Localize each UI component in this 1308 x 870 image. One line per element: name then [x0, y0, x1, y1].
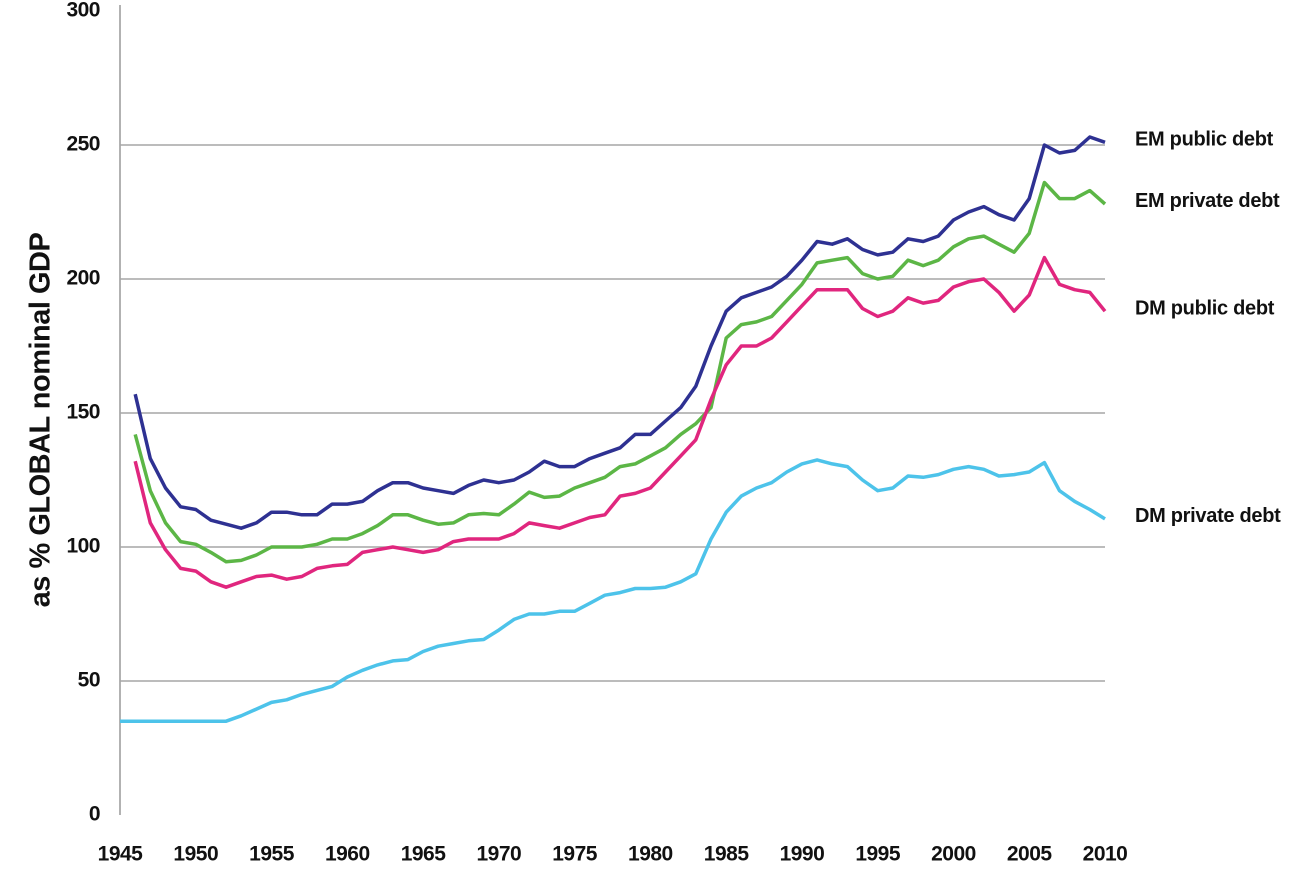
series-line [133, 255, 1107, 589]
x-tick-label: 2010 [1083, 843, 1128, 866]
series-line [133, 180, 1107, 564]
y-tick-label: 150 [66, 401, 100, 424]
y-tick-label: 50 [78, 669, 100, 692]
x-tick-label: 1955 [249, 843, 295, 866]
y-tick-label: 0 [89, 803, 100, 826]
series-line [120, 458, 1106, 723]
x-tick-label: 1965 [401, 843, 447, 866]
x-tick-label: 1950 [173, 843, 218, 866]
y-tick-label: 200 [66, 267, 100, 290]
x-tick-label: 1990 [780, 843, 825, 866]
x-tick-label: 1945 [98, 843, 144, 866]
y-tick-label: 100 [66, 535, 100, 558]
x-tick-label: 1970 [476, 843, 521, 866]
x-tick-label: 2000 [931, 843, 976, 866]
series-label: DM public debt [1135, 297, 1275, 319]
series-label: EM private debt [1135, 190, 1280, 212]
y-tick-label: 300 [66, 0, 100, 22]
x-tick-label: 1975 [552, 843, 598, 866]
y-axis-label: as % GLOBAL nominal GDP [25, 233, 57, 608]
x-tick-label: 1985 [704, 843, 750, 866]
y-tick-label: 250 [66, 133, 100, 156]
series-line [133, 135, 1106, 530]
x-tick-label: 1960 [325, 843, 370, 866]
series-label: DM private debt [1135, 505, 1281, 527]
x-tick-label: 1980 [628, 843, 673, 866]
x-tick-label: 2005 [1007, 843, 1053, 866]
series-label: EM public debt [1135, 129, 1274, 151]
x-tick-label: 1995 [855, 843, 901, 866]
